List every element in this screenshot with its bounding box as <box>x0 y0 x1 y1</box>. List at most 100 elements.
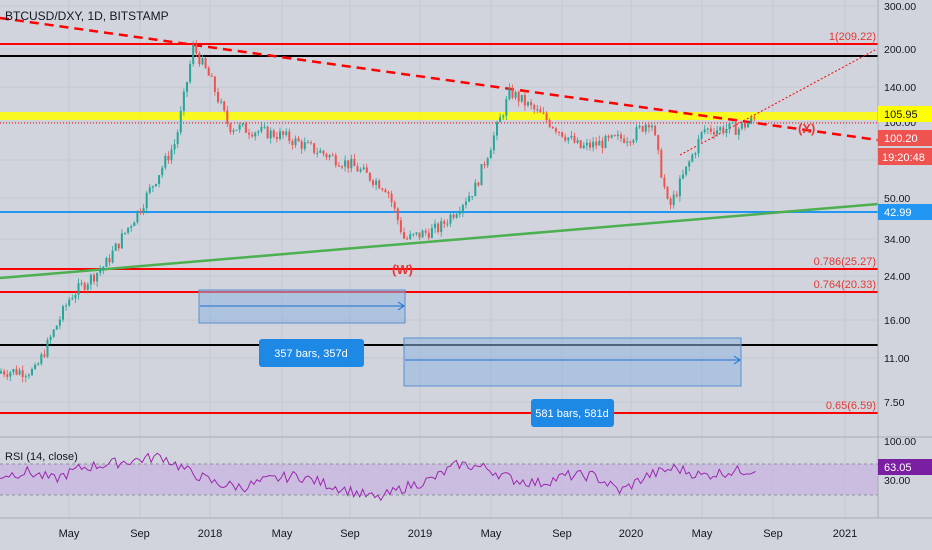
candle-body-174 <box>539 109 542 113</box>
candle-body-77 <box>238 124 241 130</box>
candle-body-17 <box>52 329 55 337</box>
candle-body-137 <box>424 230 427 233</box>
candle-body-155 <box>480 164 483 186</box>
candle-body-170 <box>527 102 529 106</box>
candle-body-75 <box>232 130 235 132</box>
rsi-badge-text: 63.05 <box>884 462 912 474</box>
candle-body-109 <box>337 165 340 167</box>
level-label-6: 0.65(6.59) <box>826 400 876 412</box>
candle-body-57 <box>176 132 179 145</box>
candle-body-189 <box>585 142 588 146</box>
candle-body-194 <box>601 140 604 149</box>
range-label-2: 581 bars, 581d <box>535 408 608 420</box>
candle-body-39 <box>120 233 123 249</box>
red-dotted-projection-line <box>679 49 876 156</box>
y-tick-11: 11.00 <box>884 353 910 365</box>
y-tick-140: 140.00 <box>884 82 916 94</box>
candle-body-12 <box>37 363 40 365</box>
candle-body-171 <box>530 102 533 106</box>
candle-body-21 <box>65 305 68 307</box>
candle-body-93 <box>288 131 291 141</box>
candle-body-177 <box>548 120 551 127</box>
candle-body-7 <box>21 370 24 378</box>
candle-body-54 <box>167 155 170 161</box>
candle-body-118 <box>365 167 368 173</box>
candle-body-15 <box>46 339 49 357</box>
candle-body-191 <box>592 141 595 148</box>
candle-body-134 <box>415 232 418 234</box>
y-tick-50: 50.00 <box>884 193 910 205</box>
candle-body-112 <box>347 160 350 169</box>
candle-body-205 <box>635 127 638 141</box>
candle-body-219 <box>678 178 681 197</box>
candle-body-68 <box>210 75 213 77</box>
candle-body-225 <box>697 138 700 154</box>
candle-body-213 <box>660 149 663 178</box>
x-tick-5: 2019 <box>408 528 432 540</box>
candle-body-221 <box>685 166 688 175</box>
candle-body-185 <box>573 135 576 143</box>
y-tick-7-5: 7.50 <box>884 397 905 409</box>
range-arrowhead-2 <box>733 355 741 365</box>
wave-label-w: (W) <box>392 262 413 277</box>
symbol-label: BTCUSD/DXY, 1D, BITSTAMP <box>5 9 169 23</box>
candle-body-197 <box>610 135 613 138</box>
x-tick-4: Sep <box>340 528 360 540</box>
candle-body-154 <box>477 182 480 186</box>
candle-body-220 <box>682 174 684 179</box>
candle-body-86 <box>266 126 269 139</box>
candle-body-210 <box>651 125 653 128</box>
candle-body-46 <box>142 208 145 213</box>
level-label-25: 0.786(25.27) <box>814 256 876 268</box>
candle-body-28 <box>86 284 89 290</box>
candle-body-45 <box>139 210 142 213</box>
candle-body-190 <box>589 142 591 148</box>
candle-body-124 <box>384 189 387 193</box>
candle-body-200 <box>620 134 622 139</box>
candle-body-1 <box>3 371 6 375</box>
candle-body-23 <box>71 298 74 300</box>
candle-body-115 <box>356 166 359 172</box>
candle-body-132 <box>409 234 412 239</box>
countdown-text: 19:20:48 <box>882 152 925 164</box>
candle-body-149 <box>461 205 464 212</box>
candle-body-35 <box>108 257 111 263</box>
candle-body-16 <box>49 336 52 340</box>
candle-body-32 <box>99 269 102 273</box>
candle-body-74 <box>229 123 232 132</box>
candle-body-148 <box>458 211 461 215</box>
candle-body-141 <box>437 223 440 232</box>
candle-body-152 <box>471 196 474 198</box>
x-tick-1: Sep <box>130 528 150 540</box>
candle-body-53 <box>164 155 167 168</box>
candle-body-80 <box>248 132 250 135</box>
candle-body-122 <box>378 180 381 189</box>
candle-body-140 <box>434 223 436 228</box>
candle-body-22 <box>68 299 71 306</box>
candle-body-159 <box>492 135 495 151</box>
candle-body-29 <box>89 274 92 285</box>
candle-body-203 <box>629 141 632 143</box>
candle-body-167 <box>517 92 520 102</box>
candle-body-235 <box>728 123 731 130</box>
candle-body-48 <box>148 187 151 193</box>
candle-body-222 <box>688 161 691 167</box>
candle-body-138 <box>427 232 430 238</box>
candle-body-49 <box>151 186 154 188</box>
candle-body-71 <box>220 101 223 103</box>
candle-body-65 <box>201 58 204 65</box>
candle-body-198 <box>613 135 616 137</box>
candle-body-24 <box>74 294 77 299</box>
candle-body-237 <box>734 122 737 135</box>
candle-body-106 <box>328 155 331 158</box>
candle-body-128 <box>396 208 399 221</box>
candle-body-56 <box>173 144 176 150</box>
candle-body-63 <box>195 44 198 54</box>
x-tick-3: May <box>272 528 293 540</box>
candle-body-102 <box>316 152 319 154</box>
candle-body-82 <box>254 132 257 137</box>
candle-body-180 <box>558 131 560 133</box>
candle-body-143 <box>443 221 446 224</box>
candle-body-91 <box>282 131 285 135</box>
